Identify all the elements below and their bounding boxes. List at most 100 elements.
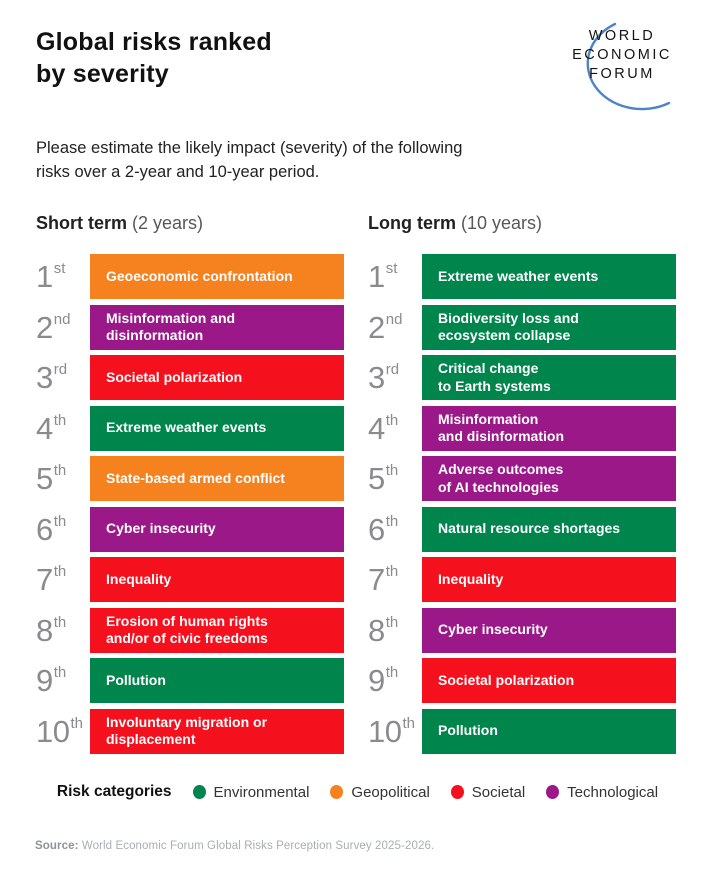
rank-number: 6 [368,511,385,547]
source-label: Source: [35,840,79,852]
rank-number: 6 [36,511,53,547]
rank-number: 9 [368,663,385,698]
legend-item-societal: Societal [450,784,525,801]
rank-suffix: th [385,563,399,580]
rank-number: 3 [368,360,385,395]
risk-bar: Geoeconomic confrontation [90,254,344,299]
rank-number: 2 [36,309,53,345]
rank-suffix: nd [53,310,71,328]
risk-bar-label: Critical change to Earth systems [438,360,551,394]
risk-bar-label: Societal polarization [438,671,575,688]
risk-bar: Cyber insecurity [422,607,676,653]
short-term-heading-bold: Short term [36,213,128,233]
rank-number: 4 [36,410,53,446]
risk-bar: Pollution [422,708,676,754]
risk-bar: Adverse outcomes of AI technologies [422,456,676,501]
risk-bar-label: Geoeconomic confrontation [106,267,293,284]
environmental-dot-icon [192,785,206,799]
legend-item-geopolitical: Geopolitical [330,783,430,801]
societal-dot-icon [450,785,464,799]
risk-bar: State-based armed conflict [90,456,344,501]
legend-title: Risk categories [56,783,172,800]
rank-number: 8 [36,612,53,648]
legend-item-technological: Technological [546,784,658,801]
risk-bar-label: Pollution [438,722,498,739]
legend: Risk categories Environmental Geopolitic… [0,783,715,801]
rank-number: 7 [36,562,53,597]
risk-bar-label: Erosion of human rights and/or of civic … [106,612,268,647]
wef-logo-line1: WORLD [588,28,656,44]
rank-suffix: th [385,462,399,479]
rank-number: 10 [368,713,402,749]
wef-logo: WORLD ECONOMIC FORUM [556,20,688,120]
rank-suffix: th [385,664,399,681]
rank-number: 3 [36,360,53,395]
rank-suffix: th [53,664,67,681]
legend-label: Geopolitical [351,783,430,801]
legend-label: Environmental [213,783,310,801]
risk-bar: Cyber insecurity [90,506,344,552]
risk-bar: Extreme weather events [422,254,676,299]
rank-suffix: rd [53,361,68,378]
rank-suffix: th [402,714,415,732]
risk-bar: Involuntary migration or displacement [90,708,344,754]
risk-bar: Biodiversity loss and ecosystem collapse [422,304,676,350]
rank-suffix: th [53,411,67,429]
rank-number: 5 [36,461,53,496]
risk-bar-label: Inequality [106,570,172,587]
source-text: World Economic Forum Global Risks Percep… [78,840,435,852]
rank-suffix: th [385,512,399,530]
risk-bar: Extreme weather events [90,405,344,451]
legend-label: Technological [567,783,659,801]
risk-bar-label: Inequality [438,570,504,587]
rank-suffix: st [385,260,398,277]
wef-logo-arc-icon [586,22,671,111]
risk-bar-label: Extreme weather events [438,267,599,284]
rank-suffix: th [385,411,399,429]
risk-bar-label: Cyber insecurity [438,621,548,638]
risk-bar: Societal polarization [422,658,676,703]
rank-number: 2 [368,309,385,345]
rank-number: 10 [36,713,70,749]
long-term-heading-bold: Long term [368,213,456,233]
page-title: Global risks ranked by severity [36,28,272,88]
risk-bar-label: Pollution [106,671,166,688]
technological-dot-icon [546,785,560,799]
chart-subtitle: Please estimate the likely impact (sever… [36,139,463,181]
risk-bar-label: Misinformation and disinformation [106,309,236,344]
risk-bar-label: State-based armed conflict [106,469,285,486]
wef-logo-line3: FORUM [589,66,655,82]
rank-suffix: th [53,512,67,530]
rank-number: 5 [368,461,385,496]
risk-bar: Misinformation and disinformation [90,304,344,350]
rank-number: 1 [368,259,385,294]
rank-number: 7 [368,562,385,597]
